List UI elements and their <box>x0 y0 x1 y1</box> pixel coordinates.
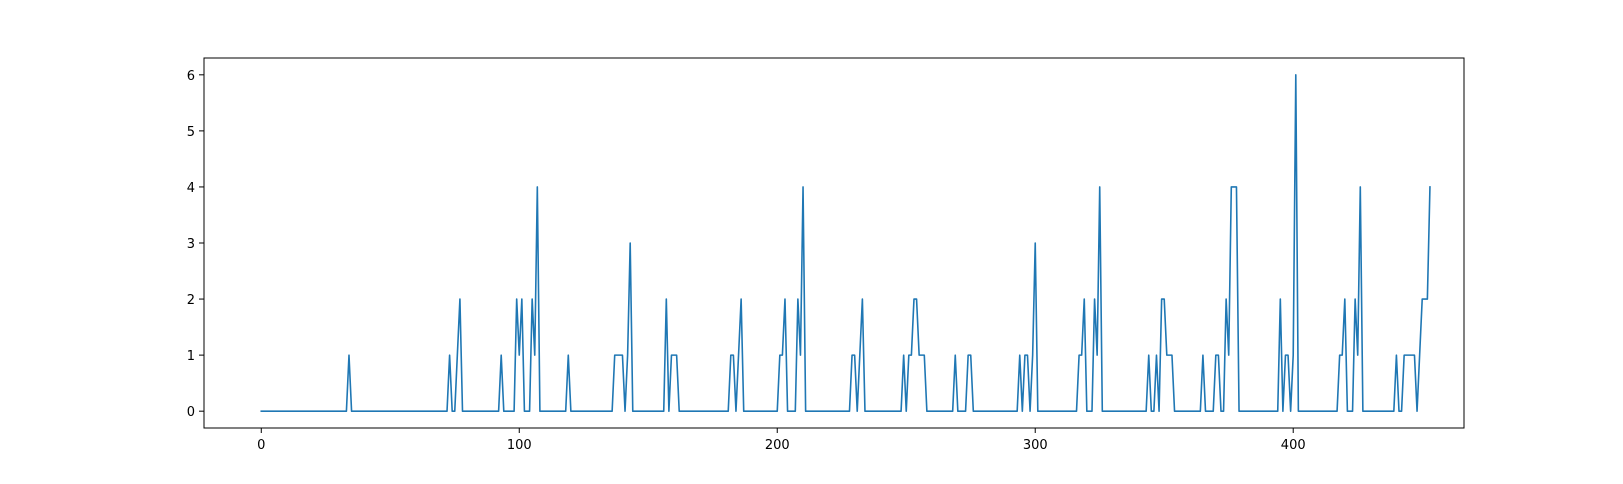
x-axis: 0 100 200 300 400 <box>257 428 1306 453</box>
y-tick-label: 5 <box>187 125 195 140</box>
y-tick-label: 4 <box>187 181 195 196</box>
plot-frame <box>203 57 1465 429</box>
series-layer <box>260 74 1431 412</box>
y-tick-label: 6 <box>187 69 195 84</box>
x-tick-label: 200 <box>765 438 790 453</box>
x-tick-label: 400 <box>1281 438 1306 453</box>
y-tick-label: 1 <box>187 349 195 364</box>
y-tick-label: 3 <box>187 237 195 252</box>
plot-area <box>204 58 1464 428</box>
y-axis: 0 1 2 3 4 5 6 <box>187 69 204 420</box>
y-tick-label: 2 <box>187 293 195 308</box>
series-line <box>260 74 1431 412</box>
x-tick-label: 0 <box>257 438 265 453</box>
x-tick-label: 300 <box>1023 438 1048 453</box>
y-tick-label: 0 <box>187 405 195 420</box>
x-tick-label: 100 <box>507 438 532 453</box>
